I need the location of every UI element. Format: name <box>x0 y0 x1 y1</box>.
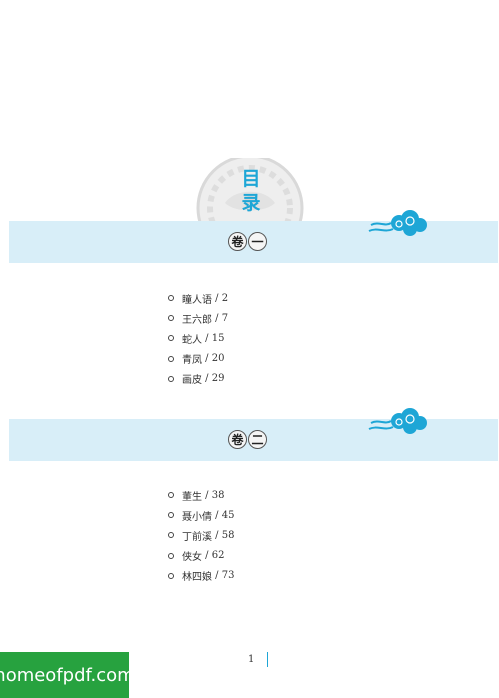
toc-entry-title: 青凤 <box>182 355 202 367</box>
page-number-divider <box>267 652 268 667</box>
toc-entry[interactable]: 画皮 / 29 <box>168 369 228 389</box>
toc-entry[interactable]: 林四娘 / 73 <box>168 566 234 586</box>
volume-1-label-2: 一 <box>248 232 267 251</box>
bullet-circle-icon <box>168 335 174 342</box>
bullet-circle-icon <box>168 355 174 362</box>
decorative-medallion-icon <box>196 158 304 228</box>
volume-1-label-1: 卷 <box>228 232 247 251</box>
toc-entry-page: 15 <box>211 332 225 344</box>
bullet-circle-icon <box>168 572 174 579</box>
volume-2-toc: 董生 / 38 聂小倩 / 45 丁前溪 / 58 侠女 / 62 林四娘 / … <box>168 485 234 586</box>
toc-entry[interactable]: 聂小倩 / 45 <box>168 505 234 525</box>
toc-entry-page: 20 <box>211 353 225 365</box>
volume-2-label-2: 二 <box>248 430 267 449</box>
toc-entry-page: 62 <box>211 550 225 562</box>
toc-entry[interactable]: 蛇人 / 15 <box>168 328 228 348</box>
toc-entry-title: 蛇人 <box>182 334 202 346</box>
bullet-circle-icon <box>168 295 174 302</box>
toc-entry-title: 聂小倩 <box>182 511 212 523</box>
bullet-circle-icon <box>168 492 174 499</box>
cloud-ornament-icon <box>368 408 427 434</box>
toc-entry-title: 丁前溪 <box>182 531 212 543</box>
contents-title-block: 目 录 <box>190 158 310 228</box>
volume-2-label-1: 卷 <box>228 430 247 449</box>
toc-entry-page: 2 <box>221 292 229 304</box>
toc-entry-page: 73 <box>221 570 235 582</box>
toc-entry-page: 38 <box>211 489 225 501</box>
contents-title-char-1: 目 <box>241 168 261 190</box>
bullet-circle-icon <box>168 375 174 382</box>
toc-entry[interactable]: 侠女 / 62 <box>168 546 234 566</box>
cloud-ornament-icon <box>368 210 427 236</box>
toc-entry-page: 45 <box>221 509 235 521</box>
contents-title-char-2: 录 <box>241 192 261 214</box>
toc-entry-page: 7 <box>221 312 229 324</box>
toc-entry[interactable]: 瞳人语 / 2 <box>168 288 228 308</box>
bullet-circle-icon <box>168 512 174 519</box>
volume-2-header: 卷 二 <box>9 408 498 461</box>
toc-entry-title: 瞳人语 <box>182 294 212 306</box>
toc-entry-title: 董生 <box>182 491 202 503</box>
toc-entry[interactable]: 丁前溪 / 58 <box>168 525 234 545</box>
toc-entry[interactable]: 青凤 / 20 <box>168 349 228 369</box>
toc-entry-title: 侠女 <box>182 552 202 564</box>
bullet-circle-icon <box>168 315 174 322</box>
toc-entry-page: 58 <box>221 529 235 541</box>
volume-1-header: 卷 一 <box>9 210 498 263</box>
toc-entry-title: 王六郎 <box>182 314 212 326</box>
toc-entry[interactable]: 王六郎 / 7 <box>168 308 228 328</box>
page-number: 1 <box>248 654 255 665</box>
bullet-circle-icon <box>168 552 174 559</box>
toc-entry-title: 林四娘 <box>182 572 212 584</box>
toc-entry[interactable]: 董生 / 38 <box>168 485 234 505</box>
volume-1-toc: 瞳人语 / 2 王六郎 / 7 蛇人 / 15 青凤 / 20 画皮 / 29 <box>168 288 228 389</box>
bullet-circle-icon <box>168 532 174 539</box>
watermark-link[interactable]: homeofpdf.com <box>0 652 135 698</box>
toc-entry-title: 画皮 <box>182 375 202 387</box>
toc-entry-page: 29 <box>211 373 225 385</box>
